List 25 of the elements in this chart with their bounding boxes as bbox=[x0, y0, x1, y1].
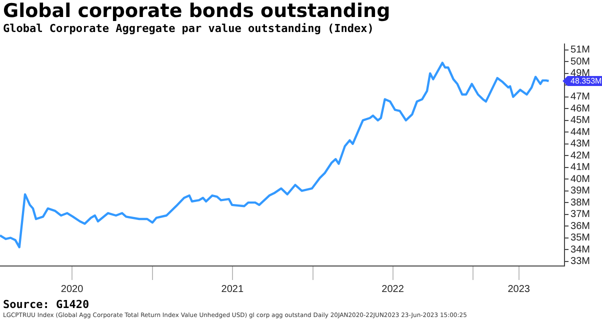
x-tick-label: 2023 bbox=[508, 284, 530, 295]
x-tick-label: 2022 bbox=[382, 284, 404, 295]
source-note: Source: G1420 bbox=[3, 298, 90, 311]
annotation: 48.353M bbox=[570, 76, 602, 86]
x-tick-label: 2021 bbox=[221, 284, 244, 295]
y-tick-label: 42M bbox=[570, 150, 590, 162]
y-tick-label: 46M bbox=[570, 103, 590, 114]
y-tick-label: 35M bbox=[570, 232, 590, 244]
y-tick-label: 38M bbox=[570, 197, 590, 208]
y-tick-label: 33M bbox=[570, 256, 590, 268]
y-tick-label: 34M bbox=[570, 244, 590, 256]
y-tick-label: 51M bbox=[570, 44, 590, 56]
chart-title: Global corporate bonds outstanding bbox=[3, 0, 390, 22]
y-tick-label: 43M bbox=[570, 138, 590, 150]
y-tick-label: 41M bbox=[570, 162, 590, 174]
y-tick-label: 50M bbox=[570, 56, 590, 68]
y-tick-label: 36M bbox=[570, 220, 590, 232]
chart-subtitle: Global Corporate Aggregate par value outstanding (Index) bbox=[3, 22, 374, 35]
y-tick-label: 40M bbox=[570, 174, 590, 185]
y-tick-label: 37M bbox=[570, 209, 590, 220]
y-tick-label: 44M bbox=[570, 126, 590, 138]
y-tick-label: 39M bbox=[570, 186, 590, 197]
x-tick-label: 2020 bbox=[60, 284, 84, 295]
y-tick-label: 45M bbox=[570, 115, 590, 126]
y-tick-label: 47M bbox=[570, 92, 590, 103]
